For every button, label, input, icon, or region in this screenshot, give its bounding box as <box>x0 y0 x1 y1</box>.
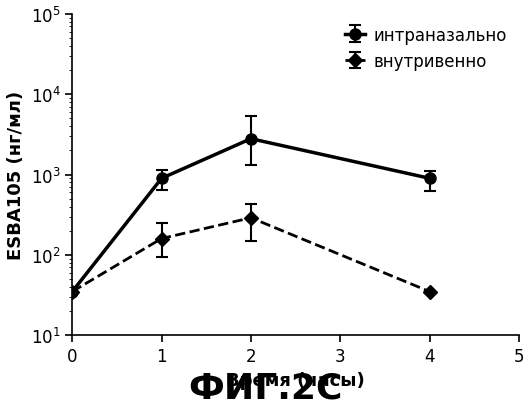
Legend: интраназально, внутривенно: интраназально, внутривенно <box>339 20 514 77</box>
X-axis label: Время (часы): Время (часы) <box>226 371 365 389</box>
Y-axis label: ESBA105 (нг/мл): ESBA105 (нг/мл) <box>7 91 25 260</box>
Text: ФИГ.2C: ФИГ.2C <box>189 371 342 405</box>
